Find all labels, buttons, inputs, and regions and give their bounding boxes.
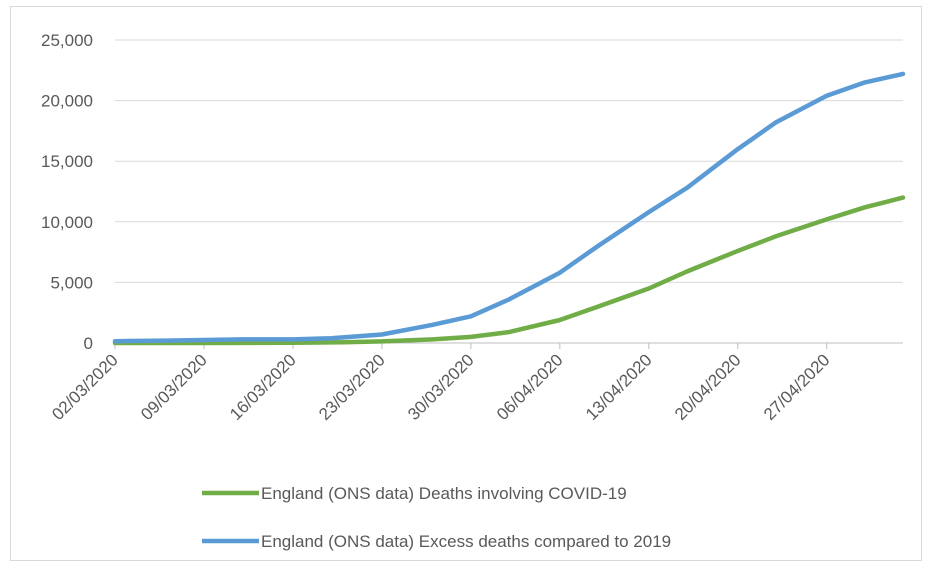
x-tick-label: 09/03/2020 [137, 350, 211, 424]
y-tick-label: 15,000 [41, 152, 93, 171]
series-line-2 [112, 71, 906, 344]
series-line-1 [112, 195, 906, 346]
x-tick-label: 27/04/2020 [760, 350, 834, 424]
x-tick-label: 13/04/2020 [582, 350, 656, 424]
gridlines [115, 39, 903, 283]
chart-frame [10, 6, 922, 561]
x-tick-label: 16/03/2020 [226, 350, 300, 424]
y-tick-label: 0 [84, 334, 93, 353]
x-tick-label: 20/04/2020 [671, 350, 745, 424]
legend-label-1: England (ONS data) Deaths involving COVI… [261, 484, 627, 503]
legend-label-2: England (ONS data) Excess deaths compare… [261, 532, 671, 551]
y-tick-label: 20,000 [41, 92, 93, 111]
x-tick-label: 02/03/2020 [48, 350, 122, 424]
x-tick-label: 30/03/2020 [404, 350, 478, 424]
x-tick-label: 06/04/2020 [493, 350, 567, 424]
series-lines [112, 71, 906, 346]
y-tick-label: 5,000 [50, 273, 93, 292]
y-tick-labels: 0 5,000 10,000 15,000 20,000 25,000 [41, 31, 93, 353]
y-tick-label: 10,000 [41, 213, 93, 232]
x-tick-label: 23/03/2020 [315, 350, 389, 424]
legend: England (ONS data) Deaths involving COVI… [202, 484, 671, 551]
y-tick-label: 25,000 [41, 31, 93, 50]
x-tick-labels: 02/03/2020 09/03/2020 16/03/2020 23/03/2020… [48, 350, 833, 424]
